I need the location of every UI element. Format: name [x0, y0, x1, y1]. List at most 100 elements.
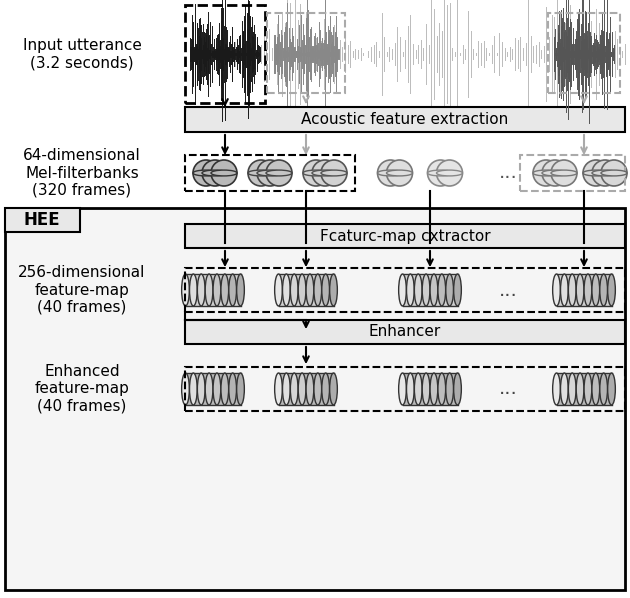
Text: ...: ... [498, 280, 517, 300]
Text: Acoustic feature extraction: Acoustic feature extraction [301, 112, 508, 127]
Ellipse shape [314, 373, 322, 405]
Ellipse shape [583, 170, 609, 176]
Ellipse shape [430, 373, 438, 405]
Bar [185, 367, 625, 411]
Circle shape [303, 160, 329, 186]
Ellipse shape [181, 373, 190, 405]
Ellipse shape [329, 373, 337, 405]
Ellipse shape [415, 274, 422, 306]
Ellipse shape [592, 170, 618, 176]
Circle shape [248, 160, 274, 186]
Ellipse shape [553, 274, 560, 306]
Ellipse shape [576, 373, 584, 405]
Ellipse shape [592, 274, 600, 306]
Ellipse shape [592, 373, 600, 405]
Ellipse shape [211, 170, 237, 176]
Circle shape [266, 160, 292, 186]
Ellipse shape [568, 274, 576, 306]
Ellipse shape [576, 274, 584, 306]
Ellipse shape [553, 373, 560, 405]
Ellipse shape [561, 373, 568, 405]
Ellipse shape [422, 373, 430, 405]
Bar [520, 155, 625, 191]
Ellipse shape [257, 170, 283, 176]
Ellipse shape [406, 274, 414, 306]
Ellipse shape [428, 170, 454, 176]
Ellipse shape [202, 170, 228, 176]
Bar [548, 13, 620, 93]
Text: HEE: HEE [24, 211, 60, 229]
Circle shape [601, 160, 627, 186]
Ellipse shape [282, 274, 290, 306]
Ellipse shape [601, 170, 627, 176]
Ellipse shape [430, 274, 438, 306]
Ellipse shape [275, 373, 282, 405]
Ellipse shape [322, 373, 329, 405]
Circle shape [583, 160, 609, 186]
Circle shape [437, 160, 462, 186]
Ellipse shape [275, 274, 282, 306]
Bar [5, 208, 80, 232]
Ellipse shape [221, 274, 229, 306]
Circle shape [211, 160, 237, 186]
Ellipse shape [533, 170, 559, 176]
Ellipse shape [542, 170, 568, 176]
Ellipse shape [306, 373, 314, 405]
Bar [403, 373, 457, 405]
Ellipse shape [322, 274, 329, 306]
Ellipse shape [237, 274, 244, 306]
Bar [267, 13, 345, 93]
Text: Input utterance
(3.2 seconds): Input utterance (3.2 seconds) [23, 38, 142, 70]
Circle shape [533, 160, 559, 186]
Bar [185, 320, 625, 344]
Ellipse shape [600, 274, 607, 306]
Bar [5, 208, 625, 590]
Ellipse shape [446, 373, 454, 405]
Circle shape [551, 160, 577, 186]
Ellipse shape [290, 373, 298, 405]
Text: ...: ... [498, 380, 517, 398]
Ellipse shape [298, 274, 306, 306]
Ellipse shape [306, 274, 314, 306]
Ellipse shape [193, 170, 219, 176]
Text: ...: ... [498, 163, 517, 182]
Bar [278, 274, 333, 306]
Ellipse shape [213, 373, 220, 405]
Bar [185, 224, 625, 248]
Circle shape [386, 160, 413, 186]
Ellipse shape [438, 373, 445, 405]
Ellipse shape [399, 373, 406, 405]
Ellipse shape [446, 274, 454, 306]
Ellipse shape [298, 373, 306, 405]
Circle shape [257, 160, 283, 186]
Bar [403, 274, 457, 306]
Ellipse shape [415, 373, 422, 405]
Ellipse shape [205, 373, 213, 405]
Ellipse shape [399, 274, 406, 306]
Ellipse shape [190, 274, 197, 306]
Ellipse shape [266, 170, 292, 176]
Ellipse shape [282, 373, 290, 405]
Ellipse shape [377, 170, 403, 176]
Ellipse shape [584, 274, 592, 306]
Ellipse shape [454, 373, 461, 405]
Circle shape [321, 160, 347, 186]
Text: Fcaturc-map cxtractor: Fcaturc-map cxtractor [319, 228, 490, 243]
Bar [278, 373, 333, 405]
Ellipse shape [237, 373, 244, 405]
Text: 256-dimensional
feature-map
(40 frames): 256-dimensional feature-map (40 frames) [18, 265, 146, 315]
Ellipse shape [608, 274, 616, 306]
Ellipse shape [438, 274, 445, 306]
Ellipse shape [190, 373, 197, 405]
Ellipse shape [422, 274, 430, 306]
Circle shape [202, 160, 228, 186]
Ellipse shape [584, 373, 592, 405]
Bar [185, 5, 265, 103]
Ellipse shape [321, 170, 347, 176]
Ellipse shape [314, 274, 322, 306]
Text: 64-dimensional
Mel-filterbanks
(320 frames): 64-dimensional Mel-filterbanks (320 fram… [23, 148, 141, 198]
Circle shape [428, 160, 454, 186]
Bar [185, 155, 355, 191]
Bar [556, 274, 612, 306]
Circle shape [542, 160, 568, 186]
